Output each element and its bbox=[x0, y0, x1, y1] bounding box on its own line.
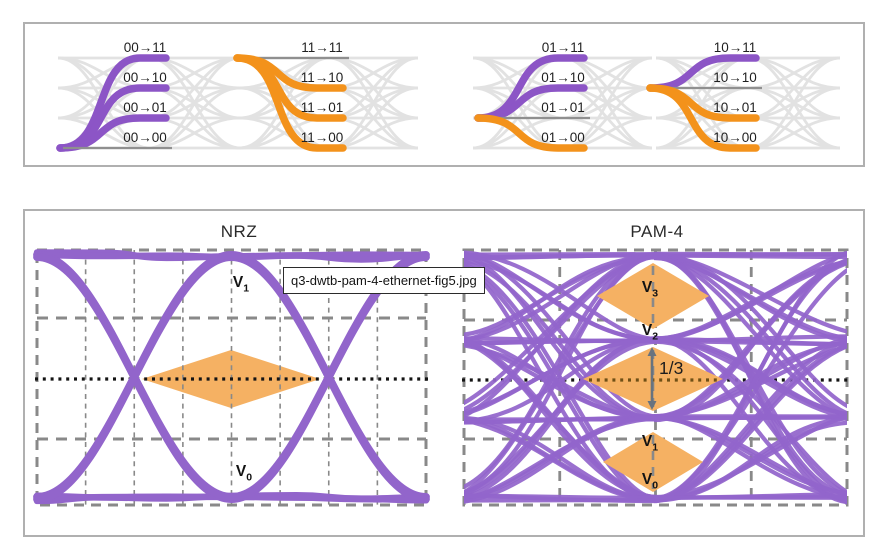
transition-label: 11→00 bbox=[301, 130, 344, 145]
pam4-eye: 1/3 V3 V2 V1 V0 bbox=[462, 248, 849, 507]
transition-curve bbox=[474, 114, 588, 152]
transition-label: 00→10 bbox=[123, 70, 167, 85]
pam4-transitions-panel: 00→11 00→10 00→01 00→00 11→11 11→10 11→01 11→00… bbox=[23, 22, 865, 167]
pam4-eye-diamond-0 bbox=[597, 263, 709, 329]
eye-diagrams-panel: NRZ PAM-4 V1 V0 1/3 V3 V2 V1 V0 bbox=[23, 209, 865, 537]
pam4-title: PAM-4 bbox=[630, 222, 684, 241]
transition-label: 00→00 bbox=[123, 130, 167, 145]
transition-label: 00→01 bbox=[123, 100, 167, 115]
level-label-V1: V1 bbox=[642, 433, 658, 454]
transitions-svg: 00→11 00→10 00→01 00→00 11→11 11→10 11→01 11→00… bbox=[56, 40, 841, 152]
transition-label: 11→10 bbox=[301, 70, 344, 85]
transition-label: 10→10 bbox=[713, 70, 757, 85]
fraction-label: 1/3 bbox=[659, 358, 683, 378]
transition-label: 01→01 bbox=[541, 100, 585, 115]
pam4-trace-web bbox=[464, 250, 847, 505]
nrz-title: NRZ bbox=[220, 222, 258, 241]
level-label-V0: V0 bbox=[642, 471, 658, 492]
transition-label: 11→11 bbox=[301, 40, 343, 55]
arrowhead-up-icon bbox=[647, 347, 657, 356]
arrowhead-down-icon bbox=[647, 401, 657, 410]
nrz-transition-curve bbox=[33, 250, 430, 503]
nrz-eye: V1 V0 bbox=[33, 248, 430, 507]
transition-label: 10→11 bbox=[714, 40, 757, 55]
transition-label: 01→11 bbox=[542, 40, 585, 55]
transition-label: 01→10 bbox=[541, 70, 585, 85]
transition-curve bbox=[56, 114, 170, 152]
nrz-transition-curve bbox=[33, 253, 430, 501]
transition-curve bbox=[233, 54, 347, 152]
transition-label: 11→01 bbox=[301, 100, 344, 115]
transition-label: 10→01 bbox=[713, 100, 757, 115]
transition-group-from-11: 11→11 11→10 11→01 11→00 bbox=[233, 40, 419, 152]
transition-group-from-00: 00→11 00→10 00→01 00→00 bbox=[56, 40, 241, 152]
transition-label: 10→00 bbox=[713, 130, 757, 145]
level-label-V0: V0 bbox=[236, 463, 252, 484]
transition-group-from-10: 10→11 10→10 10→01 10→00 bbox=[646, 40, 841, 152]
level-label-V3: V3 bbox=[642, 279, 658, 300]
filename-tooltip: q3-dwtb-pam-4-ethernet-fig5.jpg bbox=[283, 267, 485, 294]
transition-group-from-01: 01→11 01→10 01→01 01→00 bbox=[472, 40, 653, 152]
level-label-V2: V2 bbox=[642, 322, 658, 343]
pam4-eye-diamond-2 bbox=[603, 432, 703, 492]
transition-curve bbox=[646, 84, 760, 152]
plot-border bbox=[462, 248, 849, 507]
level-label-V1: V1 bbox=[233, 274, 249, 295]
eyes-svg: V1 V0 1/3 V3 V2 V1 V0 bbox=[33, 248, 849, 507]
transition-label: 01→00 bbox=[541, 130, 585, 145]
transition-label: 00→11 bbox=[124, 40, 167, 55]
